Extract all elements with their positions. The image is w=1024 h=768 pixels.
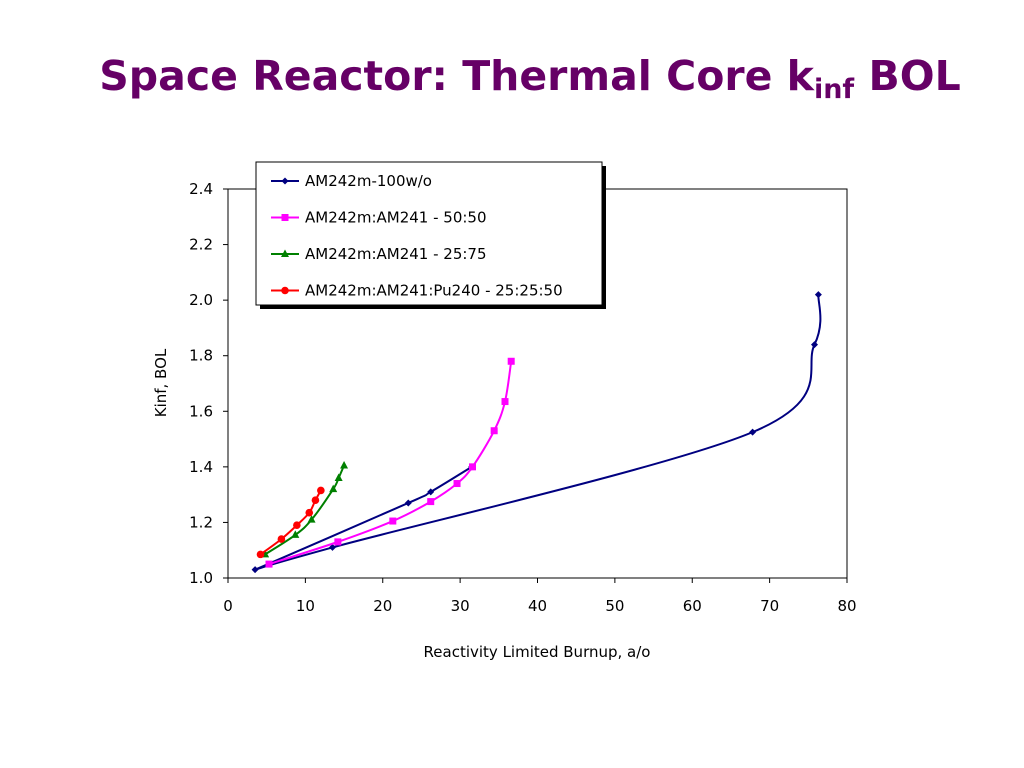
y-axis: 1.0 1.2 1.4 1.6 1.8 2.0 2.2 2.4 <box>189 180 228 587</box>
legend-swatch-marker <box>281 286 289 295</box>
slide-title: Space Reactor: Thermal Core kinf BOL <box>0 52 1024 103</box>
legend-swatch-marker <box>281 214 289 221</box>
x-axis-title: Reactivity Limited Burnup, a/o <box>424 643 651 661</box>
y-tick-label: 1.8 <box>189 347 213 365</box>
data-point <box>256 550 265 559</box>
y-tick-label: 2.4 <box>189 180 213 198</box>
data-point <box>453 480 461 488</box>
data-point <box>277 535 286 543</box>
legend-entry: AM242m:AM241 - 25:75 <box>271 245 487 263</box>
legend-swatch-marker <box>281 249 289 257</box>
data-point <box>311 496 320 505</box>
y-tick-label: 2.0 <box>189 291 213 309</box>
data-point <box>749 428 757 436</box>
legend-label: AM242m-100w/o <box>305 172 432 190</box>
data-point <box>427 498 435 506</box>
legend: AM242m-100w/o AM242m:AM241 - 50:50 AM242m:… <box>255 161 606 309</box>
x-tick-label: 60 <box>683 597 702 615</box>
legend-label: AM242m:AM241:Pu240 - 25:25:50 <box>305 282 563 300</box>
title-main: Space Reactor: Thermal Core k <box>99 52 814 100</box>
data-point <box>251 566 259 574</box>
legend-box <box>255 161 603 306</box>
series-2 <box>265 357 515 568</box>
y-tick-label: 1.6 <box>189 402 213 420</box>
data-point <box>329 484 338 493</box>
x-tick-label: 40 <box>528 597 547 615</box>
legend-label: AM242m:AM241 - 50:50 <box>305 209 487 227</box>
y-tick-label: 1.2 <box>189 513 213 531</box>
data-point <box>265 560 273 568</box>
x-axis: 0 10 20 30 40 50 60 70 80 <box>223 578 857 615</box>
x-tick-label: 0 <box>223 597 233 615</box>
legend-entry: AM242m-100w/o <box>271 172 432 190</box>
x-tick-label: 50 <box>605 597 624 615</box>
data-point <box>507 357 515 365</box>
legend-swatch-marker <box>281 177 289 185</box>
x-tick-label: 30 <box>451 597 470 615</box>
data-point <box>328 543 336 551</box>
data-point <box>334 538 342 546</box>
x-tick-label: 70 <box>760 597 779 615</box>
series-4 <box>256 486 325 559</box>
y-axis-title: Kinf, BOL <box>152 348 170 417</box>
y-tick-label: 2.2 <box>189 236 213 254</box>
data-point <box>490 427 498 435</box>
data-point <box>340 460 349 469</box>
title-subscript: inf <box>813 74 855 105</box>
data-point <box>317 486 325 495</box>
data-point <box>469 463 477 471</box>
legend-entry: AM242m:AM241:Pu240 - 25:25:50 <box>271 282 563 300</box>
data-point <box>291 530 300 538</box>
data-point <box>427 488 435 496</box>
data-point <box>307 515 316 523</box>
data-point <box>389 517 397 525</box>
data-point <box>814 291 822 299</box>
x-tick-label: 20 <box>373 597 392 615</box>
data-point <box>501 398 509 406</box>
series-3 <box>261 460 349 558</box>
y-tick-label: 1.0 <box>189 569 213 587</box>
data-point <box>404 499 412 507</box>
legend-entry: AM242m:AM241 - 50:50 <box>271 209 487 227</box>
data-point <box>305 508 314 517</box>
data-point <box>811 341 819 349</box>
title-suffix: BOL <box>868 52 961 100</box>
data-point <box>293 521 301 530</box>
y-tick-label: 1.4 <box>189 458 213 476</box>
legend-label: AM242m:AM241 - 25:75 <box>305 245 487 263</box>
data-point <box>334 473 343 481</box>
x-tick-label: 80 <box>837 597 856 615</box>
series-line-branch <box>254 466 473 571</box>
x-tick-label: 10 <box>296 597 315 615</box>
series-layer <box>251 291 822 574</box>
